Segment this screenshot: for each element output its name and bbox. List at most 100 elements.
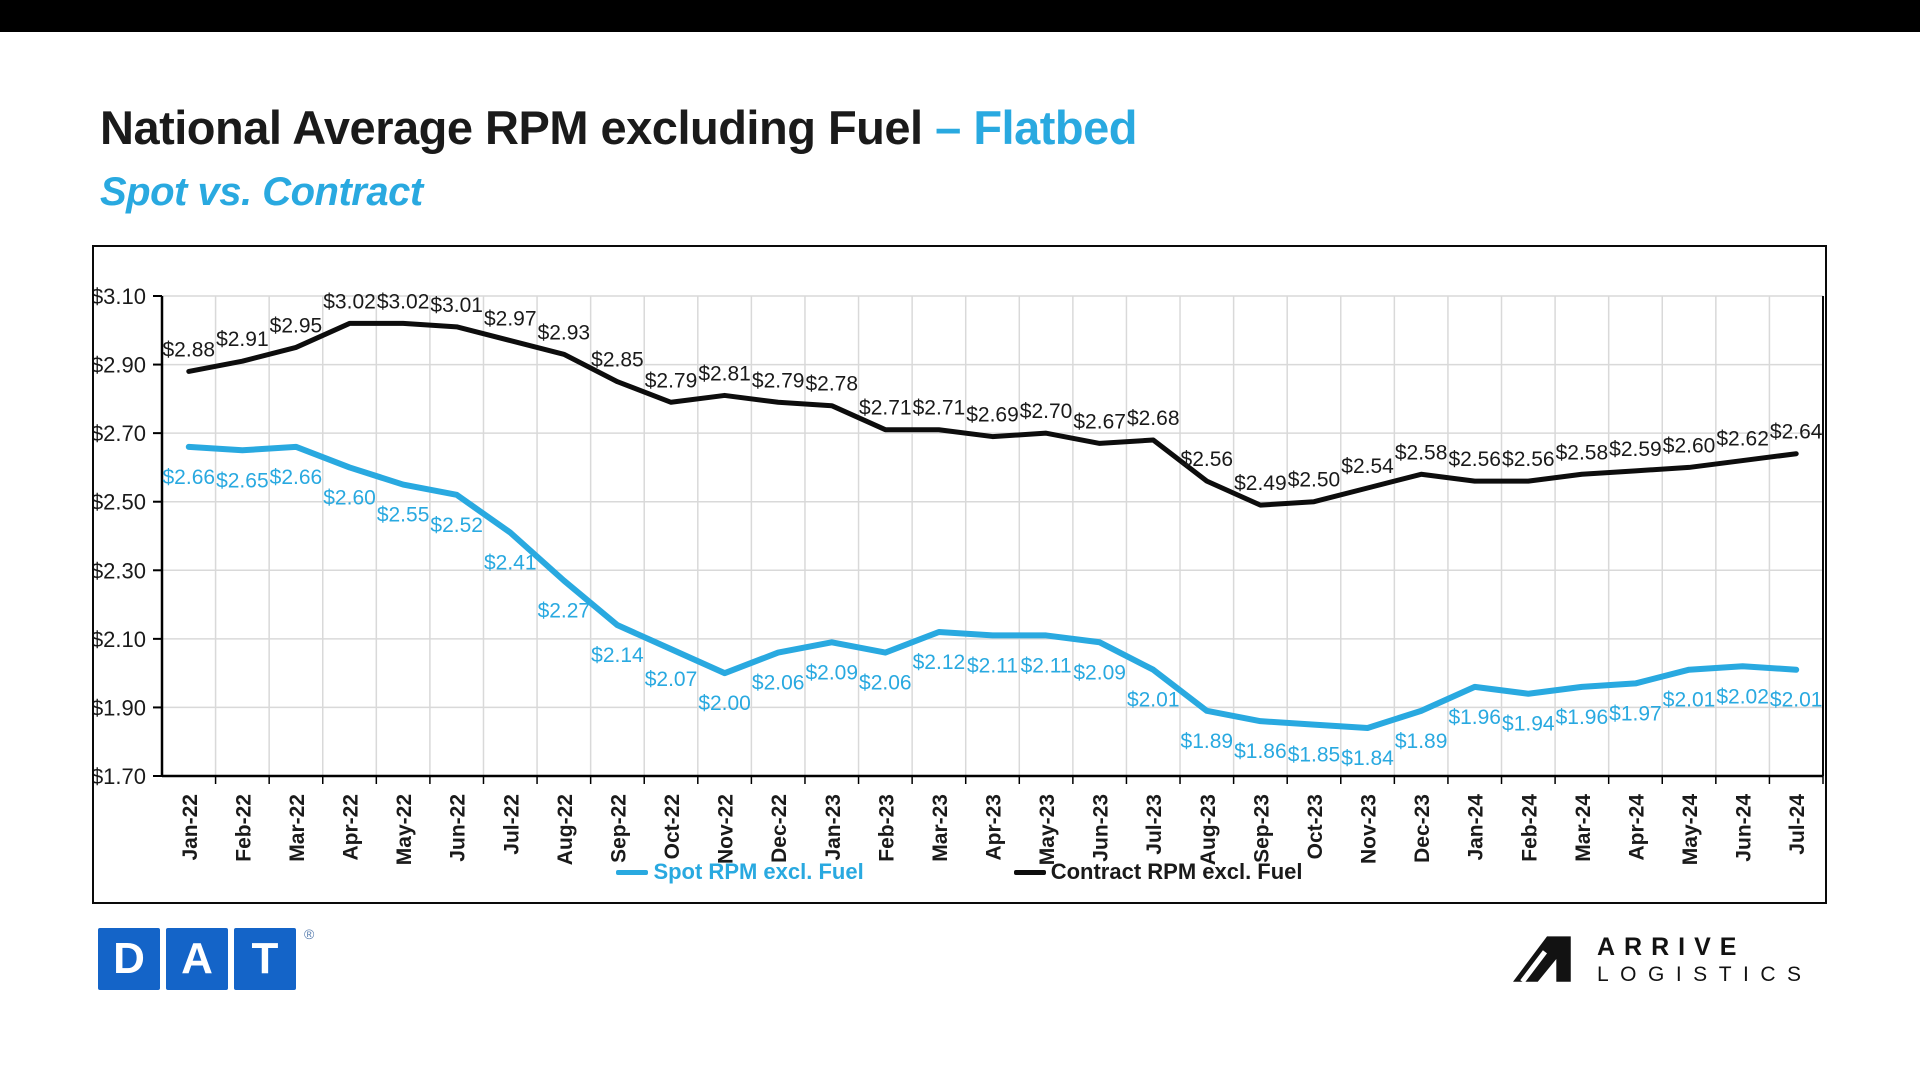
svg-text:May-23: May-23 — [1036, 794, 1059, 865]
contract-line-swatch-icon — [1013, 869, 1046, 875]
legend-item-spot: Spot RPM excl. Fuel — [616, 859, 864, 885]
svg-text:Jun-24: Jun-24 — [1733, 794, 1756, 862]
legend-label-contract: Contract RPM excl. Fuel — [1050, 859, 1303, 884]
svg-text:Feb-22: Feb-22 — [232, 794, 255, 862]
svg-text:$2.88: $2.88 — [163, 338, 216, 361]
svg-text:$2.27: $2.27 — [538, 600, 591, 623]
svg-text:$2.10: $2.10 — [94, 627, 146, 652]
svg-text:$2.91: $2.91 — [216, 328, 269, 351]
svg-text:May-22: May-22 — [393, 794, 416, 865]
svg-text:$2.49: $2.49 — [1234, 472, 1287, 495]
svg-text:$2.01: $2.01 — [1127, 689, 1180, 712]
svg-text:$2.09: $2.09 — [1073, 661, 1126, 684]
svg-text:$2.11: $2.11 — [1021, 654, 1072, 677]
svg-text:$1.89: $1.89 — [1181, 730, 1234, 753]
svg-text:$3.01: $3.01 — [430, 294, 483, 317]
svg-text:$2.50: $2.50 — [1288, 469, 1341, 492]
svg-text:$2.79: $2.79 — [752, 369, 805, 392]
svg-text:$2.56: $2.56 — [1448, 448, 1501, 471]
svg-text:$2.81: $2.81 — [698, 362, 751, 385]
svg-text:$1.89: $1.89 — [1395, 730, 1448, 753]
svg-text:$2.12: $2.12 — [913, 651, 966, 674]
svg-text:$2.06: $2.06 — [752, 672, 805, 695]
svg-text:$2.62: $2.62 — [1716, 428, 1769, 451]
svg-text:$2.01: $2.01 — [1663, 689, 1716, 712]
svg-text:$2.14: $2.14 — [591, 644, 644, 667]
svg-text:$3.02: $3.02 — [323, 290, 376, 313]
legend-item-contract: Contract RPM excl. Fuel — [1013, 859, 1303, 885]
page-subtitle: Spot vs. Contract — [100, 170, 423, 214]
svg-text:$2.02: $2.02 — [1716, 685, 1769, 708]
svg-text:$2.00: $2.00 — [698, 692, 751, 715]
svg-text:$2.70: $2.70 — [94, 421, 146, 446]
svg-text:$1.86: $1.86 — [1234, 740, 1287, 763]
svg-text:$2.59: $2.59 — [1609, 438, 1662, 461]
svg-text:$2.56: $2.56 — [1502, 448, 1555, 471]
svg-text:Nov-22: Nov-22 — [715, 794, 738, 864]
legend-label-spot: Spot RPM excl. Fuel — [653, 859, 864, 884]
svg-text:$1.85: $1.85 — [1288, 744, 1341, 767]
svg-text:$2.66: $2.66 — [163, 466, 216, 489]
arrive-wordmark: ARRIVE — [1597, 933, 1746, 961]
svg-text:$2.95: $2.95 — [270, 314, 323, 337]
spot-line-swatch-icon — [616, 869, 649, 875]
page-title: National Average RPM excluding Fuel – Fl… — [100, 100, 1137, 155]
svg-text:Jan-24: Jan-24 — [1465, 794, 1488, 861]
svg-text:$1.84: $1.84 — [1341, 747, 1394, 770]
svg-text:Jun-22: Jun-22 — [447, 794, 470, 862]
svg-text:$2.06: $2.06 — [859, 672, 912, 695]
svg-text:$3.10: $3.10 — [94, 284, 146, 309]
svg-text:Jun-23: Jun-23 — [1090, 794, 1113, 862]
svg-text:$2.71: $2.71 — [859, 397, 912, 420]
page-title-accent: – Flatbed — [935, 101, 1137, 154]
dat-letter-t: T — [234, 928, 296, 990]
svg-text:$2.66: $2.66 — [270, 466, 323, 489]
svg-text:Apr-24: Apr-24 — [1625, 794, 1648, 861]
svg-text:Nov-23: Nov-23 — [1358, 794, 1381, 864]
svg-text:$2.93: $2.93 — [538, 321, 591, 344]
svg-text:$2.70: $2.70 — [1020, 400, 1073, 423]
svg-text:Feb-24: Feb-24 — [1518, 794, 1541, 862]
svg-text:$2.64: $2.64 — [1770, 421, 1823, 444]
chart-legend: Spot RPM excl. Fuel Contract RPM excl. F… — [94, 859, 1825, 885]
svg-text:Jan-22: Jan-22 — [179, 794, 202, 861]
svg-text:Jan-23: Jan-23 — [822, 794, 845, 861]
svg-text:$1.70: $1.70 — [94, 764, 146, 789]
svg-text:Sep-23: Sep-23 — [1250, 794, 1273, 863]
dat-letter-d: D — [98, 928, 160, 990]
registered-trademark: ® — [304, 926, 315, 942]
svg-text:Sep-22: Sep-22 — [607, 794, 630, 863]
svg-text:Mar-24: Mar-24 — [1572, 794, 1595, 862]
svg-text:Oct-23: Oct-23 — [1304, 794, 1327, 859]
svg-text:$2.78: $2.78 — [805, 373, 858, 396]
svg-text:$2.85: $2.85 — [591, 349, 644, 372]
svg-text:$3.02: $3.02 — [377, 290, 430, 313]
svg-text:Mar-23: Mar-23 — [929, 794, 952, 862]
svg-text:$1.97: $1.97 — [1609, 702, 1662, 725]
top-black-bar — [0, 0, 1920, 32]
arrive-a-mark-icon — [1513, 936, 1571, 982]
rpm-line-chart: $3.10 $2.90 $2.70 $2.50 $2.30 $2.10 $1.90 $1.70… — [94, 284, 1824, 866]
svg-text:Apr-23: Apr-23 — [983, 794, 1006, 861]
svg-text:$2.11: $2.11 — [967, 654, 1018, 677]
logistics-wordmark: LOGISTICS — [1597, 963, 1813, 986]
svg-text:$2.90: $2.90 — [94, 353, 146, 378]
svg-text:Mar-22: Mar-22 — [286, 794, 309, 862]
svg-text:$2.60: $2.60 — [1663, 434, 1716, 457]
svg-text:$2.01: $2.01 — [1770, 689, 1823, 712]
svg-text:May-24: May-24 — [1679, 794, 1702, 866]
dat-letter-a: A — [166, 928, 228, 990]
svg-text:$1.96: $1.96 — [1556, 706, 1609, 729]
svg-text:Aug-22: Aug-22 — [554, 794, 577, 865]
svg-text:Apr-22: Apr-22 — [340, 794, 363, 861]
svg-text:$2.69: $2.69 — [966, 404, 1019, 427]
svg-text:Jul-23: Jul-23 — [1143, 794, 1166, 855]
svg-text:Oct-22: Oct-22 — [661, 794, 684, 859]
svg-text:$2.54: $2.54 — [1341, 455, 1394, 478]
svg-text:$2.79: $2.79 — [645, 369, 698, 392]
svg-text:$2.07: $2.07 — [645, 668, 698, 691]
svg-text:$2.55: $2.55 — [377, 504, 430, 527]
svg-text:$1.96: $1.96 — [1448, 706, 1501, 729]
svg-text:$2.60: $2.60 — [323, 486, 376, 509]
svg-text:Jul-22: Jul-22 — [500, 794, 523, 855]
